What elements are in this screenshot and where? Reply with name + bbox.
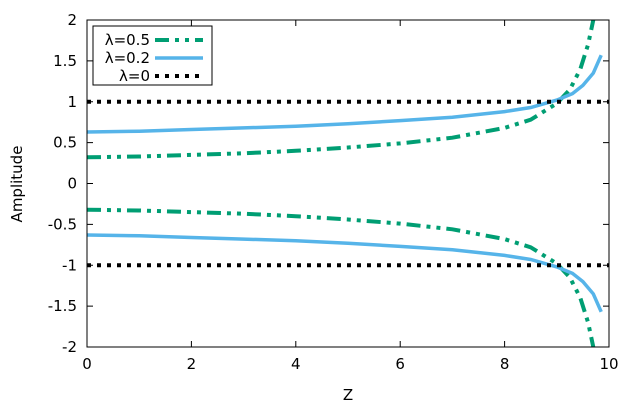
x-tick-label: 4 (291, 355, 301, 373)
legend-label: λ=0.5 (105, 31, 150, 49)
legend: λ=0.5λ=0.2λ=0 (92, 25, 213, 86)
x-tick-label: 10 (599, 355, 618, 373)
y-axis-label: Amplitude (8, 146, 26, 223)
legend-label: λ=0.2 (105, 49, 150, 67)
y-tick-label: 1.5 (53, 52, 77, 70)
y-tick-label: 1 (67, 93, 77, 111)
y-tick-label: -1 (62, 256, 77, 274)
y-tick-label: 0 (67, 175, 77, 193)
x-axis-label: Z (343, 386, 353, 404)
series-layer (86, 19, 609, 348)
y-tick-label: -2 (62, 338, 77, 356)
y-tick-label: -1.5 (48, 297, 77, 315)
legend-label: λ=0 (119, 67, 150, 85)
series-line-0-upper (86, 19, 596, 160)
series-line-1-upper (86, 54, 603, 134)
y-tick-label: 0.5 (53, 134, 77, 152)
series-line-0-lower (86, 207, 596, 348)
y-tick-label: 2 (67, 11, 77, 29)
y-tick-label: -0.5 (48, 215, 77, 233)
x-tick-label: 8 (500, 355, 510, 373)
ticks-layer: 0 2 4 6 8 10 2 1.5 1 0.5 0 -0.5 -1 -1.5 -2 (48, 11, 619, 373)
series-line-1-lower (86, 233, 603, 313)
x-tick-label: 0 (82, 355, 92, 373)
x-tick-label: 6 (395, 355, 405, 373)
x-tick-label: 2 (187, 355, 197, 373)
legend-box (92, 25, 213, 86)
